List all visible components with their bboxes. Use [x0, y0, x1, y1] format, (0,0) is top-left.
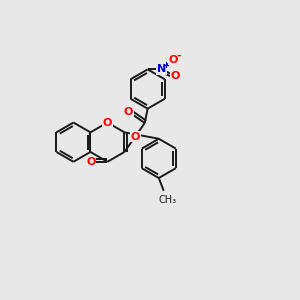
- Text: +: +: [162, 61, 169, 70]
- Text: O: O: [124, 107, 133, 117]
- Text: N: N: [157, 64, 166, 74]
- Text: CH₃: CH₃: [159, 195, 177, 205]
- Text: O: O: [131, 131, 140, 142]
- Text: O: O: [169, 55, 178, 64]
- Text: O: O: [103, 118, 112, 128]
- Text: O: O: [170, 71, 180, 81]
- Text: -: -: [177, 51, 182, 61]
- Text: O: O: [86, 157, 95, 167]
